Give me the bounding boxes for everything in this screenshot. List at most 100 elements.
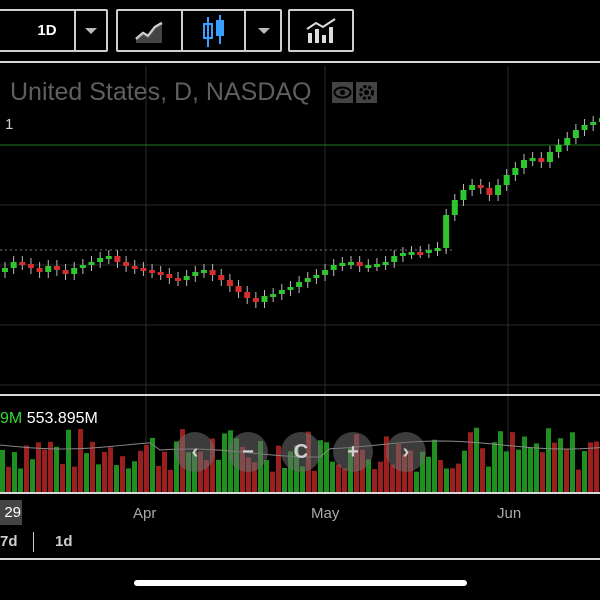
volume-legend: 9M 553.895M <box>0 410 98 428</box>
candle-down <box>226 280 233 286</box>
volume-bar-down <box>144 444 149 492</box>
candle-up <box>304 278 311 282</box>
candle-down <box>244 292 251 298</box>
candle-down <box>62 270 69 274</box>
volume-bar-down <box>24 445 29 492</box>
home-indicator[interactable] <box>134 580 467 586</box>
x-label-apr: Apr <box>133 505 157 522</box>
title-icons <box>332 82 380 109</box>
volume-bar-up <box>12 452 17 492</box>
volume-bar-up <box>288 451 293 492</box>
interval-selector[interactable] <box>0 9 108 52</box>
left-price-marker: 1 <box>5 116 14 133</box>
candle-up <box>503 175 510 185</box>
dropdown-chevron-icon[interactable] <box>85 28 97 34</box>
candle-up <box>434 248 441 251</box>
candle-up <box>590 122 597 125</box>
candle-up <box>382 262 389 265</box>
volume-bar-up <box>174 441 179 492</box>
volume-bar-up <box>516 449 521 492</box>
chart-toolbar: 1D <box>0 0 600 62</box>
candle-up <box>45 266 52 272</box>
volume-bar-down <box>360 449 365 492</box>
volume-bar-up <box>282 467 287 492</box>
range-1d[interactable]: 1d <box>55 533 73 550</box>
candle-up <box>581 125 588 130</box>
candle-up <box>399 253 406 256</box>
volume-bar-down <box>552 442 557 492</box>
volume-bar-up <box>522 436 527 492</box>
candle-up <box>460 190 467 200</box>
x-label-may: May <box>311 505 340 522</box>
candle-up <box>278 290 285 294</box>
volume-bar-up <box>186 452 191 492</box>
volume-bar-up <box>486 466 491 492</box>
zoom-out-button[interactable]: − <box>228 432 268 472</box>
volume-bar-down <box>6 466 11 492</box>
chart-style-selector[interactable] <box>116 9 282 52</box>
volume-bar-up <box>54 446 59 492</box>
volume-bar-down <box>276 445 281 492</box>
indicators-button[interactable] <box>288 9 354 52</box>
volume-bar-down <box>468 432 473 492</box>
volume-bar-down <box>162 451 167 492</box>
volume-bar-down <box>312 470 317 492</box>
candle-down <box>209 270 216 275</box>
volume-bar-up <box>492 442 497 492</box>
scroll-left-button[interactable]: ‹ <box>175 432 215 472</box>
volume-bar-up <box>318 440 323 492</box>
indicators-icon[interactable] <box>305 17 339 50</box>
candle-up <box>425 250 432 253</box>
candle-up <box>339 263 346 266</box>
candle-down <box>218 275 225 280</box>
candle-up <box>512 168 519 175</box>
candle-down <box>19 262 26 265</box>
candle-down <box>166 274 173 278</box>
candle-down <box>486 188 493 195</box>
volume-bar-up <box>528 447 533 492</box>
candle-up <box>313 275 320 278</box>
volume-bar-up <box>66 429 71 492</box>
zoom-in-button[interactable]: + <box>333 432 373 472</box>
candle-up <box>564 138 571 145</box>
x-label-jun: Jun <box>497 505 522 522</box>
volume-bar-up <box>504 451 509 492</box>
volume-bar-up <box>0 449 5 492</box>
candlestick-icon[interactable] <box>200 14 228 55</box>
range-7d[interactable]: 7d <box>0 533 18 550</box>
volume-bar-down <box>42 449 47 492</box>
reset-button[interactable]: C <box>281 432 321 472</box>
volume-bar-up <box>420 451 425 492</box>
candle-down <box>252 298 259 302</box>
candle-up <box>598 118 600 122</box>
candle-down <box>27 264 34 268</box>
volume-bar-down <box>210 438 215 492</box>
dropdown-chevron-icon[interactable] <box>258 28 270 34</box>
interval-label[interactable]: 1D <box>37 22 57 39</box>
candle-up <box>469 185 476 190</box>
volume-bar-down <box>108 447 113 492</box>
candle-down <box>175 278 181 281</box>
candle-down <box>417 252 424 255</box>
candle-up <box>200 270 207 273</box>
volume-bar-down <box>480 448 485 492</box>
volume-bar-down <box>168 469 173 492</box>
volume-bar-down <box>450 468 455 492</box>
candle-up <box>261 296 268 302</box>
candle-up <box>495 185 502 195</box>
volume-bar-up <box>216 459 221 492</box>
volume-bar-down <box>510 432 515 492</box>
volume-bar-down <box>246 457 251 492</box>
volume-bar-down <box>78 428 83 492</box>
line-chart-icon[interactable] <box>134 17 166 50</box>
candle-down <box>149 270 156 273</box>
scroll-right-button[interactable]: › <box>386 432 426 472</box>
candle-up <box>451 200 458 215</box>
volume-bar-down <box>138 450 143 492</box>
candle-up <box>88 262 95 265</box>
candle-down <box>140 268 147 271</box>
candle-up <box>183 276 190 280</box>
volume-bar-down <box>540 452 545 492</box>
volume-bar-up <box>426 456 431 492</box>
chart-panel <box>0 61 600 560</box>
